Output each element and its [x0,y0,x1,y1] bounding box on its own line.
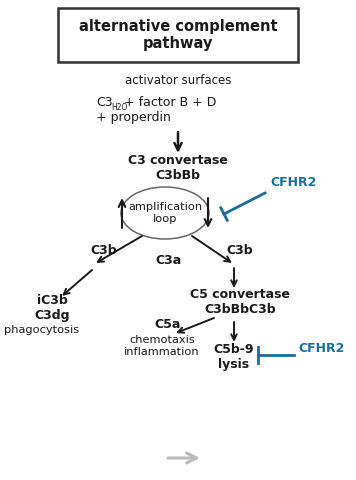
Text: C3b: C3b [91,243,117,256]
Text: activator surfaces: activator surfaces [125,73,231,86]
Text: iC3b
C3dg: iC3b C3dg [34,294,70,322]
Text: H2O: H2O [111,103,127,111]
Text: C5 convertase
C3bBbC3b: C5 convertase C3bBbC3b [190,288,290,316]
Text: C3 convertase
C3bBb: C3 convertase C3bBb [128,154,228,182]
Text: phagocytosis: phagocytosis [4,325,79,335]
Bar [58,8,298,62]
Text: C5a: C5a [155,317,181,331]
Text: + factor B + D: + factor B + D [124,96,216,109]
Text: alternative complement
pathway: alternative complement pathway [79,19,277,51]
Text: C3b: C3b [227,243,253,256]
Text: + properdin: + properdin [96,111,171,124]
Text: CFHR2: CFHR2 [270,176,316,189]
Text: C3a: C3a [155,253,181,266]
Text: amplification
loop: amplification loop [128,202,202,224]
Text: C3: C3 [96,96,112,109]
Text: chemotaxis
inflammation: chemotaxis inflammation [124,335,200,357]
Text: C5b-9
lysis: C5b-9 lysis [214,343,254,371]
Text: CFHR2: CFHR2 [298,341,344,355]
